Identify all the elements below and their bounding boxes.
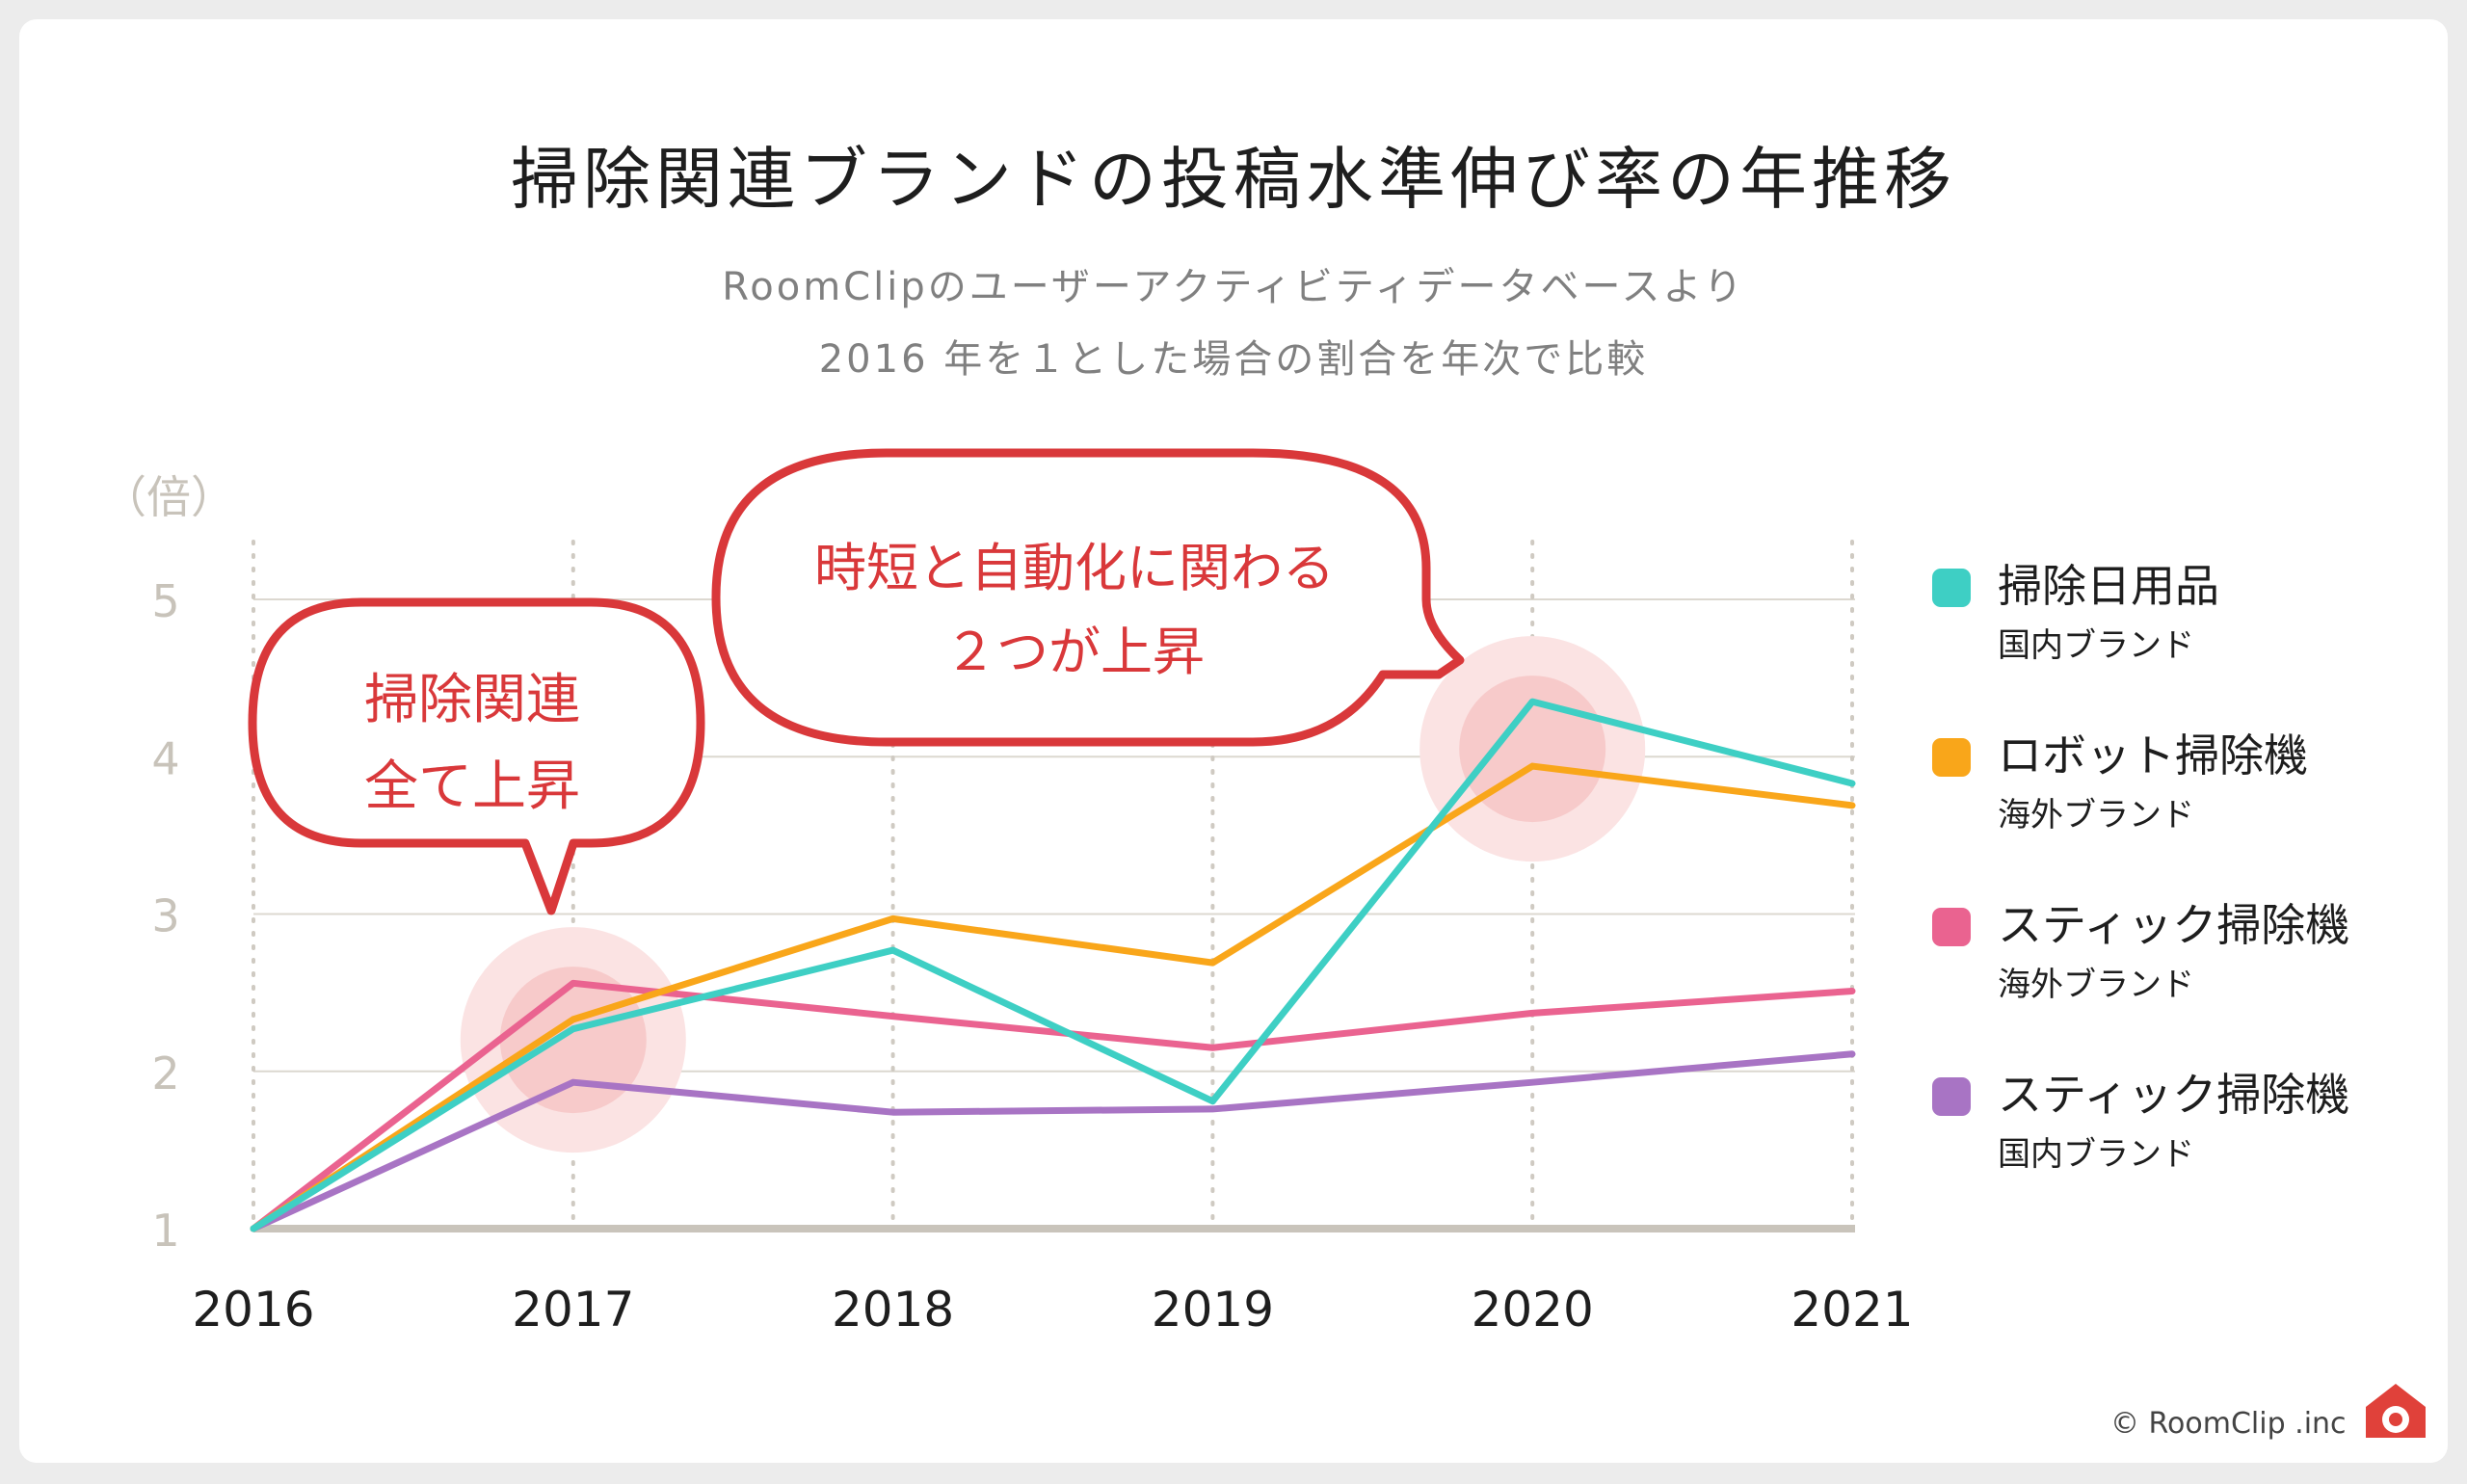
callout-text-line: 掃除関連 — [364, 669, 580, 731]
y-axis-label: （倍） — [102, 471, 235, 523]
legend-series-name: スティック掃除機 — [1998, 1069, 2350, 1121]
legend-swatch — [1932, 738, 1971, 777]
legend-series-name: 掃除日用品 — [1998, 560, 2219, 612]
y-tick-label: 1 — [151, 1205, 179, 1257]
legend-series-brand: 海外ブランド — [1998, 796, 2194, 835]
chart-title: 掃除関連ブランドの投稿水準伸び率の年推移 — [511, 140, 1956, 219]
highlight-glow-2017-inner — [499, 967, 647, 1114]
copyright-text: © RoomClip .inc — [2110, 1407, 2347, 1441]
callout-text-line: ２つが上昇 — [944, 622, 1205, 682]
y-tick-label: 4 — [151, 732, 179, 784]
legend-series-name: ロボット掃除機 — [1998, 729, 2308, 782]
x-tick-label: 2016 — [192, 1282, 314, 1338]
y-tick-label: 5 — [151, 575, 179, 627]
legend-series-brand: 海外ブランド — [1998, 966, 2194, 1004]
callout-text-line: 時短と自動化に関わる — [814, 538, 1335, 598]
legend-swatch — [1932, 569, 1971, 607]
x-tick-label: 2021 — [1791, 1282, 1913, 1338]
legend-series-brand: 国内ブランド — [1998, 626, 2194, 665]
x-tick-label: 2017 — [512, 1282, 634, 1338]
callout-bubble-2020 — [711, 448, 1465, 747]
legend-series-brand: 国内ブランド — [1998, 1135, 2194, 1174]
y-tick-label: 2 — [151, 1047, 179, 1100]
x-tick-label: 2019 — [1152, 1282, 1274, 1338]
chart-subtitle-source: RoomClipのユーザーアクティビティデータベースより — [722, 265, 1745, 309]
roomclip-logo-icon — [2366, 1384, 2426, 1438]
legend-swatch — [1932, 1077, 1971, 1116]
callout-bubble-2017 — [248, 597, 705, 915]
chart-subtitle-method: 2016 年を１とした場合の割合を年次で比較 — [818, 337, 1649, 382]
series-line — [250, 979, 1856, 1232]
legend-swatch — [1932, 908, 1971, 946]
series-line — [250, 698, 1856, 1232]
y-tick-label: 3 — [151, 890, 179, 942]
legend-series-name: スティック掃除機 — [1998, 899, 2350, 951]
callout-text-line: 全て上昇 — [364, 755, 580, 818]
series-line — [250, 1050, 1856, 1232]
series-line — [250, 762, 1856, 1232]
x-tick-label: 2018 — [832, 1282, 954, 1338]
x-tick-label: 2020 — [1472, 1282, 1594, 1338]
